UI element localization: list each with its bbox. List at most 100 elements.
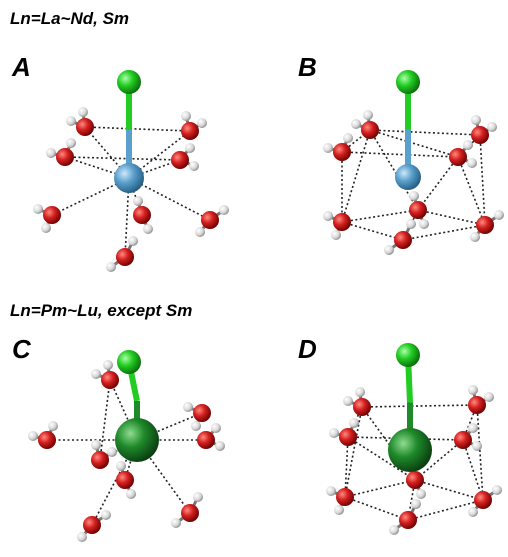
chlorine-atom — [117, 350, 141, 374]
hydrogen-atom — [46, 148, 56, 158]
lanthanide-atom — [388, 428, 432, 472]
hydrogen-atom — [195, 227, 205, 237]
hydrogen-atom — [143, 224, 153, 234]
hydrogen-atom — [492, 485, 502, 495]
oxygen-atom — [171, 151, 189, 169]
hydrogen-atom — [101, 510, 111, 520]
contact — [362, 405, 477, 407]
oxygen-atom — [399, 511, 417, 529]
oxygen-atom — [333, 213, 351, 231]
hydrogen-atom — [419, 219, 429, 229]
hydrogen-atom — [343, 133, 353, 143]
contact — [480, 135, 485, 225]
hydrogen-atom — [189, 161, 199, 171]
oxygen-atom — [91, 451, 109, 469]
hydrogen-atom — [349, 418, 359, 428]
hydrogen-atom — [467, 158, 477, 168]
oxygen-atom — [193, 404, 211, 422]
hydrogen-atom — [384, 245, 394, 255]
hydrogen-atom — [487, 122, 497, 132]
hydrogen-atom — [181, 111, 191, 121]
hydrogen-atom — [77, 532, 87, 542]
hydrogen-atom — [470, 232, 480, 242]
lanthanide-atom — [115, 418, 159, 462]
contact — [418, 157, 458, 210]
hydrogen-atom — [411, 499, 421, 509]
hydrogen-atom — [191, 421, 201, 431]
hydrogen-atom — [334, 505, 344, 515]
hydrogen-atom — [323, 211, 333, 221]
oxygen-atom — [454, 431, 472, 449]
panel-label: B — [298, 52, 317, 82]
hydrogen-atom — [468, 507, 478, 517]
hydrogen-atom — [106, 262, 116, 272]
oxygen-atom — [409, 201, 427, 219]
hydrogen-atom — [48, 421, 58, 431]
oxygen-atom — [406, 471, 424, 489]
contact — [85, 127, 190, 131]
oxygen-atom — [83, 516, 101, 534]
oxygen-atom — [353, 398, 371, 416]
contact — [342, 222, 403, 240]
panel-label: A — [11, 52, 31, 82]
hydrogen-atom — [193, 492, 203, 502]
hydrogen-atom — [215, 441, 225, 451]
oxygen-atom — [471, 126, 489, 144]
hydrogen-atom — [107, 447, 117, 457]
hydrogen-atom — [406, 219, 416, 229]
hydrogen-atom — [463, 140, 473, 150]
hydrogen-atom — [329, 428, 339, 438]
contact — [100, 380, 110, 460]
hydrogen-atom — [78, 107, 88, 117]
hydrogen-atom — [185, 143, 195, 153]
hydrogen-atom — [128, 236, 138, 246]
panel-label: D — [298, 334, 317, 364]
hydrogen-atom — [355, 387, 365, 397]
hydrogen-atom — [471, 115, 481, 125]
hydrogen-atom — [28, 431, 38, 441]
hydrogen-atom — [494, 210, 504, 220]
oxygen-atom — [116, 471, 134, 489]
contact — [65, 157, 180, 160]
hydrogen-atom — [91, 369, 101, 379]
chlorine-atom — [396, 70, 420, 94]
hydrogen-atom — [409, 191, 419, 201]
hydrogen-atom — [126, 489, 136, 499]
contact — [342, 210, 418, 222]
chlorine-atom — [117, 70, 141, 94]
chlorine-atom — [396, 343, 420, 367]
oxygen-atom — [394, 231, 412, 249]
lanthanide-atom — [114, 163, 144, 193]
hydrogen-atom — [468, 385, 478, 395]
hydrogen-atom — [91, 440, 101, 450]
hydrogen-atom — [33, 204, 43, 214]
lanthanide-atom — [395, 164, 421, 190]
hydrogen-atom — [103, 360, 113, 370]
oxygen-atom — [181, 504, 199, 522]
oxygen-atom — [449, 148, 467, 166]
oxygen-atom — [116, 248, 134, 266]
oxygen-atom — [201, 211, 219, 229]
hydrogen-atom — [66, 116, 76, 126]
hydrogen-atom — [326, 486, 336, 496]
hydrogen-atom — [66, 138, 76, 148]
oxygen-atom — [133, 206, 151, 224]
contact — [370, 130, 480, 135]
oxygen-atom — [43, 206, 61, 224]
oxygen-atom — [468, 396, 486, 414]
oxygen-atom — [474, 491, 492, 509]
oxygen-atom — [333, 143, 351, 161]
hydrogen-atom — [133, 196, 143, 206]
hydrogen-atom — [363, 110, 373, 120]
hydrogen-atom — [197, 118, 207, 128]
hydrogen-atom — [343, 396, 353, 406]
hydrogen-atom — [472, 441, 482, 451]
hydrogen-atom — [468, 423, 478, 433]
oxygen-atom — [101, 371, 119, 389]
contact — [342, 152, 458, 157]
contact — [477, 405, 483, 500]
oxygen-atom — [38, 431, 56, 449]
hydrogen-atom — [389, 525, 399, 535]
figure: Ln=La~Nd, Sm A B Ln=Pm~Lu, except Sm C D — [0, 0, 508, 557]
oxygen-atom — [336, 488, 354, 506]
